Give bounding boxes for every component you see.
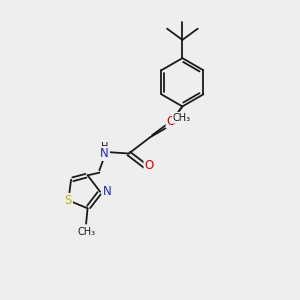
- Text: O: O: [145, 159, 154, 172]
- Text: H: H: [101, 142, 108, 152]
- Text: O: O: [167, 115, 176, 128]
- Text: N: N: [103, 185, 111, 198]
- Text: S: S: [65, 194, 72, 207]
- Text: N: N: [100, 147, 109, 160]
- Text: CH₃: CH₃: [77, 227, 95, 237]
- Text: CH₃: CH₃: [173, 112, 191, 123]
